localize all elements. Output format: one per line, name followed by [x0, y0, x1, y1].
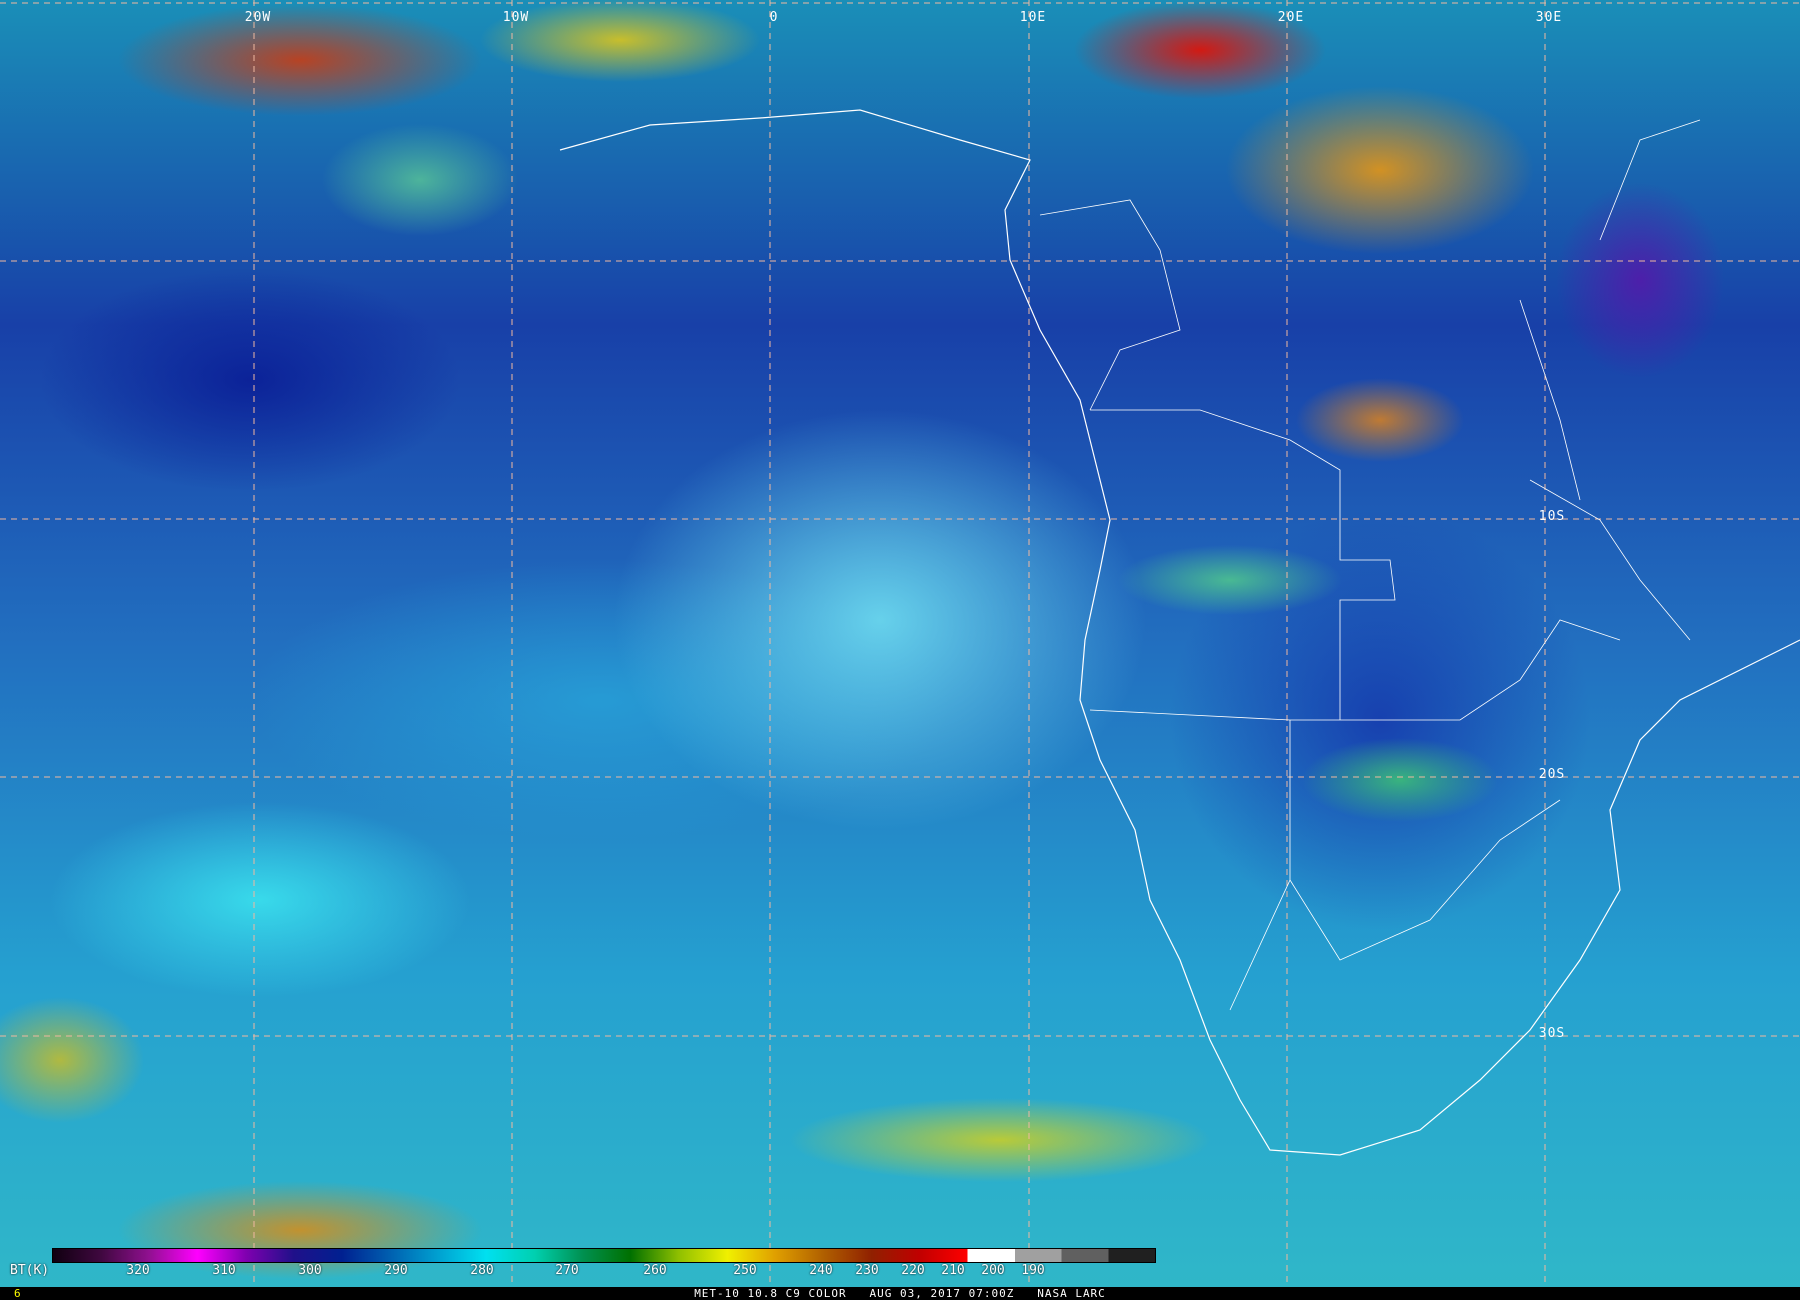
- colorbar-tick-label: 230: [855, 1263, 879, 1278]
- longitude-label: 20E: [1277, 10, 1305, 25]
- longitude-label: 10E: [1019, 10, 1047, 25]
- footer-bar: 6 MET-10 10.8 C9 COLOR AUG 03, 2017 07:0…: [0, 1287, 1800, 1300]
- image-caption: MET-10 10.8 C9 COLOR AUG 03, 2017 07:00Z…: [694, 1287, 1106, 1300]
- brightness-temperature-colorbar: [52, 1248, 1156, 1263]
- colorbar-tick-label: 320: [126, 1263, 150, 1278]
- coastline-africa: [559, 109, 1800, 1156]
- longitude-label: 20W: [244, 10, 272, 25]
- colorbar-tick-label: 290: [384, 1263, 408, 1278]
- latitude-label: 20S: [1538, 767, 1566, 782]
- frame-number: 6: [14, 1287, 21, 1300]
- colorbar-tick-label: 200: [981, 1263, 1005, 1278]
- colorbar-tick-label: 300: [298, 1263, 322, 1278]
- colorbar-tick-label: 260: [643, 1263, 667, 1278]
- colorbar-tick-label: 220: [901, 1263, 925, 1278]
- colorbar-unit-label: BT(K): [10, 1263, 50, 1278]
- longitude-label: 10W: [502, 10, 530, 25]
- colorbar-tick-label: 240: [809, 1263, 833, 1278]
- country-borders: [1039, 119, 1701, 1011]
- colorbar-tick-label: 270: [555, 1263, 579, 1278]
- longitude-label: 0: [769, 10, 779, 25]
- colorbar-tick-label: 210: [941, 1263, 965, 1278]
- colorbar-tick-label: 280: [470, 1263, 494, 1278]
- colorbar-tick-label: 190: [1021, 1263, 1045, 1278]
- longitude-label: 30E: [1535, 10, 1563, 25]
- latitude-label: 30S: [1538, 1026, 1566, 1041]
- colorbar-tick-label: 250: [733, 1263, 757, 1278]
- latitude-label: 10S: [1538, 509, 1566, 524]
- colorbar-tick-label: 310: [212, 1263, 236, 1278]
